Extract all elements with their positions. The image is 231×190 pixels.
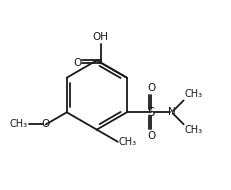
Text: CH₃: CH₃ xyxy=(10,120,28,130)
Text: CH₃: CH₃ xyxy=(185,125,203,135)
Text: N: N xyxy=(168,107,176,117)
Text: CH₃: CH₃ xyxy=(119,137,137,147)
Text: OH: OH xyxy=(93,32,109,42)
Text: CH₃: CH₃ xyxy=(185,89,203,100)
Text: O: O xyxy=(73,58,81,68)
Text: O: O xyxy=(147,83,155,93)
Text: O: O xyxy=(147,131,155,141)
Text: O: O xyxy=(42,120,50,130)
Text: S: S xyxy=(147,106,155,119)
